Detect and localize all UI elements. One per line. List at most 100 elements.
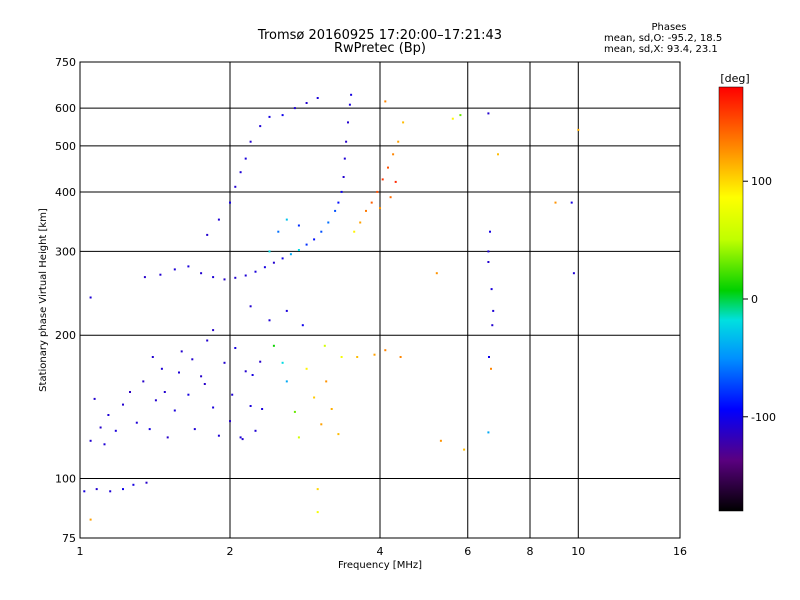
data-point: [244, 157, 247, 160]
data-point: [223, 361, 226, 364]
data-point: [107, 414, 110, 416]
stats-x-mode: mean, sd,X: 93.4, 23.1: [604, 44, 718, 55]
data-point: [323, 344, 326, 347]
data-point: [229, 420, 231, 423]
x-ticks: 1 2 4 6 8 10 16: [77, 545, 688, 558]
data-point: [451, 117, 454, 120]
data-point: [154, 399, 157, 402]
data-points: [83, 93, 580, 521]
data-point: [163, 391, 166, 393]
data-point: [89, 439, 92, 442]
data-point: [173, 409, 176, 412]
data-point: [103, 443, 106, 446]
y-tick-label: 75: [62, 532, 76, 545]
y-tick-label: 500: [55, 140, 76, 153]
data-point: [281, 361, 284, 364]
data-point: [272, 261, 275, 264]
data-point: [402, 121, 405, 124]
data-point: [463, 448, 466, 451]
data-point: [277, 230, 280, 233]
y-tick-label: 750: [55, 56, 76, 69]
data-point: [492, 309, 495, 312]
data-point: [109, 490, 112, 493]
data-point: [261, 408, 264, 410]
data-point: [122, 488, 124, 491]
data-point: [459, 114, 462, 117]
phase-stats: Phases mean, sd,O: -95.2, 18.5 mean, sd,…: [604, 22, 734, 55]
data-point: [376, 190, 379, 193]
data-point: [249, 305, 252, 308]
data-point: [244, 274, 247, 277]
data-point: [577, 128, 580, 131]
data-point: [191, 358, 194, 361]
data-point: [491, 324, 494, 327]
data-point: [159, 273, 162, 276]
data-point: [142, 380, 145, 383]
data-point: [370, 201, 373, 204]
data-point: [285, 309, 288, 312]
data-point: [122, 403, 124, 406]
y-tick-label: 100: [55, 473, 76, 486]
data-point: [145, 481, 148, 484]
data-point: [249, 140, 252, 143]
data-point: [340, 190, 343, 193]
data-point: [301, 324, 304, 327]
data-point: [89, 518, 92, 521]
data-point: [347, 121, 349, 124]
data-point: [356, 356, 359, 358]
data-point: [217, 218, 220, 221]
data-point: [572, 272, 575, 275]
data-point: [281, 114, 284, 117]
data-point: [350, 93, 353, 96]
data-point: [229, 201, 231, 204]
colorbar-ticks: 100 0 -100: [743, 175, 776, 424]
data-point: [570, 201, 573, 204]
data-point: [381, 178, 384, 181]
y-axis-label: Stationary phase Virtual Height [km]: [38, 208, 49, 392]
data-point: [251, 374, 254, 376]
data-point: [389, 196, 392, 199]
plot-frame: [79, 61, 681, 539]
data-point: [348, 103, 351, 106]
data-point: [337, 433, 340, 436]
data-point: [487, 250, 490, 253]
data-point: [365, 209, 367, 212]
data-point: [293, 107, 296, 110]
data-point: [490, 288, 493, 291]
data-point: [327, 221, 330, 224]
y-tick-label: 200: [55, 329, 76, 342]
x-tick-label: 6: [464, 545, 471, 558]
colorbar-tick-label: -100: [751, 411, 776, 424]
data-point: [268, 250, 271, 253]
data-point: [379, 207, 381, 210]
colorbar-tick-label: 100: [751, 175, 772, 188]
data-point: [160, 367, 163, 370]
data-point: [316, 511, 319, 514]
data-point: [151, 356, 154, 358]
data-point: [187, 393, 190, 396]
data-point: [285, 218, 288, 221]
data-point: [345, 140, 348, 143]
data-point: [439, 439, 442, 442]
colorbar-tick-label: 0: [751, 293, 758, 306]
data-point: [488, 356, 490, 358]
data-point: [373, 353, 376, 356]
data-point: [353, 230, 356, 233]
data-point: [487, 261, 490, 263]
grid-lines: [80, 62, 680, 538]
data-point: [200, 375, 203, 378]
data-point: [342, 176, 345, 178]
data-point: [239, 171, 242, 174]
data-point: [313, 396, 316, 399]
data-point: [337, 201, 340, 204]
data-point: [217, 434, 220, 437]
data-point: [397, 140, 400, 143]
data-point: [384, 349, 387, 352]
data-point: [200, 272, 203, 275]
data-point: [316, 488, 319, 491]
data-point: [231, 393, 234, 396]
data-point: [313, 238, 316, 241]
data-point: [325, 380, 328, 383]
data-point: [487, 431, 490, 434]
